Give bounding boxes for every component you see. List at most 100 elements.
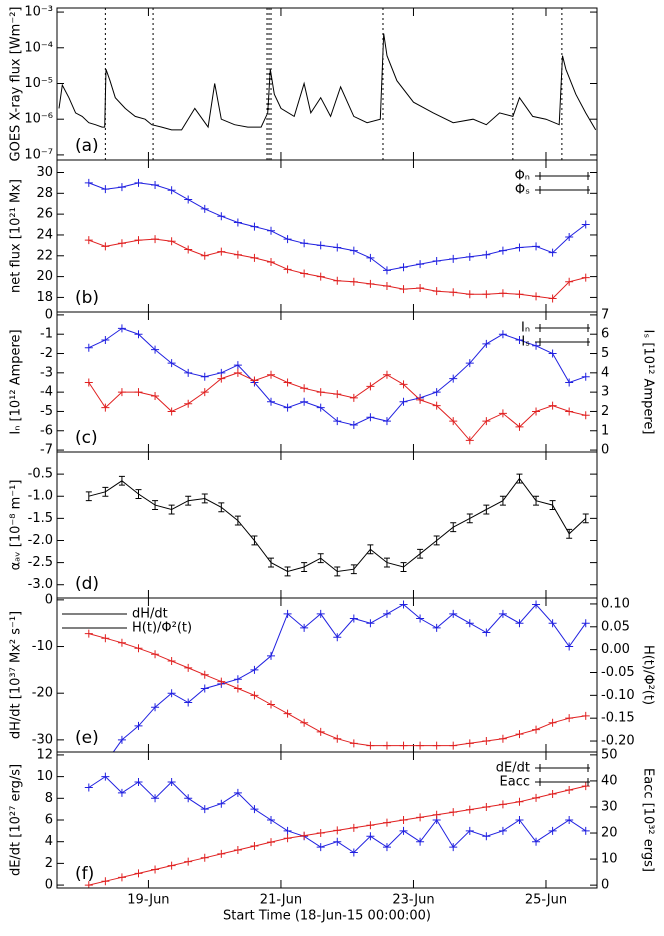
y2-axis-label: Eacc [10³² ergs] (641, 768, 656, 872)
point-marker (482, 250, 491, 259)
point-marker (416, 284, 425, 293)
y2-tick-label: -0.05 (601, 665, 635, 680)
point-marker (465, 359, 474, 368)
y-tick-label: 10⁻⁴ (24, 40, 53, 55)
point-marker (366, 382, 375, 391)
point-marker (250, 691, 259, 700)
point-marker (581, 372, 590, 381)
point-marker (482, 802, 491, 811)
y-tick-label: -1.0 (28, 489, 53, 504)
panel: 0 2 4 6 8 10 12 0 10 20 30 40 50 19-Jun 21-Jun 23-Jun 25… (9, 747, 656, 923)
point-marker (134, 330, 143, 339)
point-marker (217, 677, 226, 686)
point-marker (449, 843, 458, 852)
point-marker (581, 273, 590, 282)
point-marker (300, 384, 309, 393)
y-tick-label: -4 (40, 385, 53, 400)
point-marker (117, 873, 126, 882)
panel-label: (f) (75, 864, 94, 884)
panel: -3.0 -2.5 -2.0 -1.5 -1.0 -0.5 (d) αₐᵥ [10⁻⁸ m⁻¹… (9, 451, 598, 599)
point-marker (283, 609, 292, 618)
point-marker (333, 276, 342, 285)
point-marker (465, 436, 474, 445)
point-marker (217, 374, 226, 383)
point-marker (349, 420, 358, 429)
point-marker (432, 287, 441, 296)
point-marker (151, 180, 160, 189)
point-marker (532, 600, 541, 609)
point-marker (399, 741, 408, 750)
y2-tick-label: 0 (601, 878, 609, 893)
point-marker (250, 222, 259, 231)
y2-tick-label: 6 (601, 327, 609, 342)
legend-label: H(t)/Φ²(t) (132, 621, 192, 636)
point-marker (101, 877, 110, 886)
series-line (112, 603, 587, 752)
point-marker (300, 718, 309, 727)
y-tick-label: 0 (45, 878, 53, 893)
point-marker (184, 368, 193, 377)
point-marker (267, 651, 276, 660)
point-marker (548, 248, 557, 257)
y2-axis-label: H(t)/Φ²(t) (641, 645, 656, 705)
point-marker (532, 725, 541, 734)
point-marker (200, 204, 209, 213)
point-marker (382, 609, 391, 618)
y-tick-label: 10⁻⁷ (24, 147, 53, 162)
error-bar (268, 557, 275, 568)
x-tick-label: 21-Jun (260, 893, 302, 908)
point-marker (416, 837, 425, 846)
point-marker (581, 826, 590, 835)
point-marker (267, 258, 276, 267)
panel: -30 -20 -10 0 -0.20 -0.15 -0.10 -0.05 0.00 0.05 0.… (9, 592, 656, 767)
point-marker (316, 403, 325, 412)
error-bar (102, 486, 109, 497)
y2-tick-label: 0 (601, 443, 609, 458)
point-marker (101, 242, 110, 251)
point-marker (250, 805, 259, 814)
point-marker (382, 843, 391, 852)
point-marker (465, 805, 474, 814)
point-marker (349, 614, 358, 623)
point-marker (465, 826, 474, 835)
point-marker (581, 411, 590, 420)
y-axis-label: dE/dt [10²⁷ erg/s] (9, 764, 24, 876)
y2-tick-label: 7 (601, 307, 609, 322)
y-tick-label: 26 (36, 207, 53, 222)
point-marker (267, 838, 276, 847)
point-marker (416, 813, 425, 822)
point-marker (283, 826, 292, 835)
series-line (88, 477, 587, 573)
point-marker (134, 869, 143, 878)
point-marker (498, 409, 507, 418)
y-tick-label: 18 (36, 290, 53, 305)
point-marker (515, 816, 524, 824)
error-bar (383, 557, 390, 568)
point-marker (532, 292, 541, 301)
point-marker (101, 759, 109, 767)
y2-tick-label: 40 (601, 773, 618, 788)
y-tick-label: -1 (40, 327, 53, 342)
point-marker (581, 711, 590, 720)
point-marker (581, 782, 590, 791)
point-marker (449, 374, 458, 383)
point-marker (333, 826, 342, 835)
legend-line (535, 778, 590, 786)
point-marker (482, 832, 491, 841)
y2-tick-label: -0.15 (601, 711, 635, 726)
y-axis-label: Iₙ [10¹² Ampere] (9, 329, 24, 434)
point-marker (316, 272, 325, 281)
point-marker (117, 239, 126, 248)
point-marker (399, 380, 408, 389)
point-marker (250, 665, 259, 674)
point-marker (184, 857, 193, 866)
point-marker (565, 714, 574, 723)
point-marker (515, 243, 524, 252)
point-marker (465, 619, 474, 628)
point-marker (267, 226, 276, 235)
point-marker (316, 241, 325, 250)
point-marker (532, 407, 541, 416)
y-tick-label: 30 (36, 165, 53, 180)
point-marker (465, 739, 474, 748)
plot-area (58, 33, 597, 131)
